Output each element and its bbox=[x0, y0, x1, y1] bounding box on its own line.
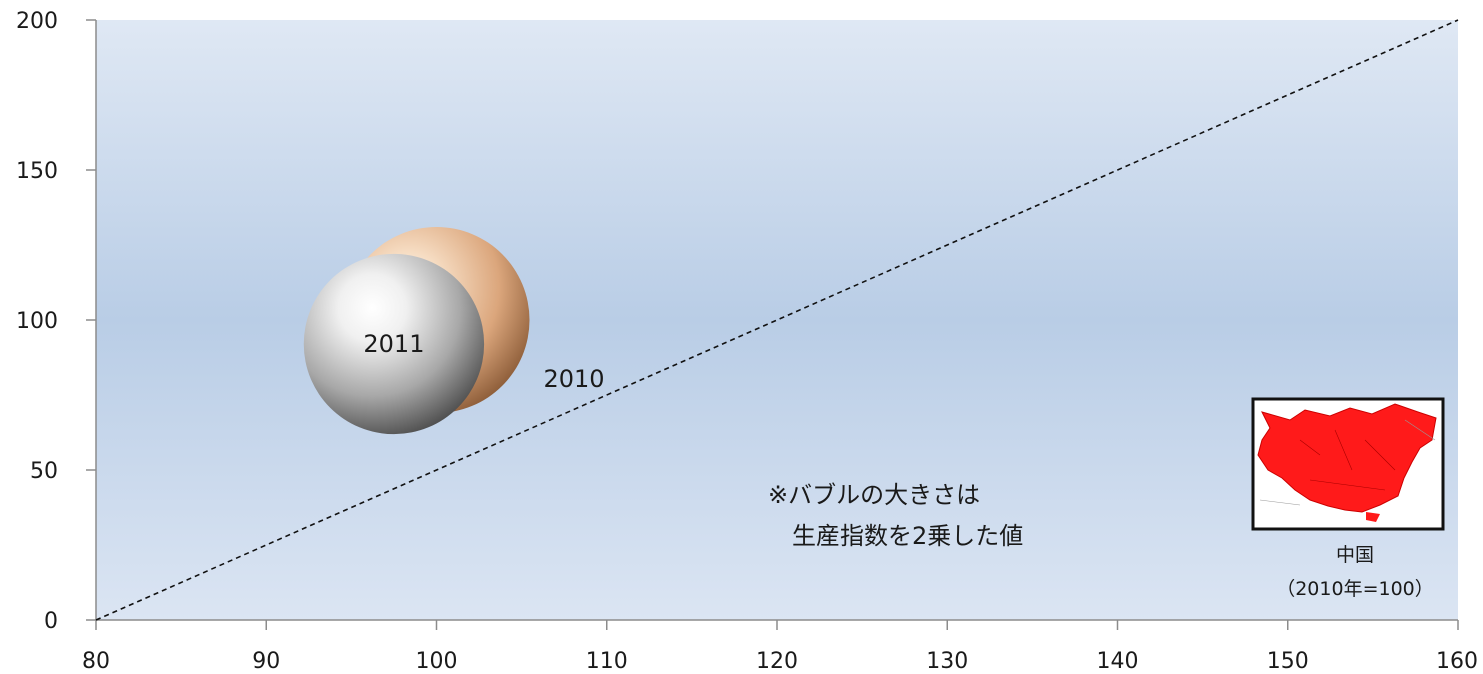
inset-label-country: 中国 bbox=[1336, 544, 1374, 566]
x-tick-label: 130 bbox=[926, 649, 968, 674]
note-line-1: ※バブルの大きさは bbox=[768, 481, 980, 509]
x-tick-label: 160 bbox=[1436, 649, 1478, 674]
y-axis: 0 50 100 150 200 bbox=[16, 9, 97, 634]
bubble-label-2010: 2010 bbox=[543, 365, 604, 393]
y-tick-label: 150 bbox=[16, 159, 58, 184]
x-tick-label: 100 bbox=[416, 649, 458, 674]
x-tick-label: 90 bbox=[252, 649, 280, 674]
china-inset: 中国 （2010年=100） bbox=[1251, 397, 1445, 600]
x-tick-label: 80 bbox=[82, 649, 110, 674]
bubbles: 2010 2011 bbox=[303, 227, 605, 435]
note-line-2: 生産指数を2乗した値 bbox=[768, 522, 1023, 550]
y-tick-label: 50 bbox=[30, 459, 58, 484]
y-tick-label: 100 bbox=[16, 309, 58, 334]
x-tick-label: 150 bbox=[1267, 649, 1309, 674]
bubble-2011 bbox=[303, 253, 485, 435]
bubble-size-note: ※バブルの大きさは 生産指数を2乗した値 bbox=[768, 481, 1023, 550]
china-map-icon bbox=[1251, 397, 1445, 531]
y-tick-label: 0 bbox=[44, 609, 58, 634]
x-axis: 80 90 100 110 120 130 140 150 160 bbox=[82, 619, 1478, 674]
x-tick-label: 110 bbox=[586, 649, 628, 674]
bubble-label-2011: 2011 bbox=[363, 330, 424, 358]
x-tick-label: 120 bbox=[756, 649, 798, 674]
inset-label-base: （2010年=100） bbox=[1276, 578, 1434, 600]
x-tick-label: 140 bbox=[1097, 649, 1139, 674]
y-tick-label: 200 bbox=[16, 9, 58, 34]
